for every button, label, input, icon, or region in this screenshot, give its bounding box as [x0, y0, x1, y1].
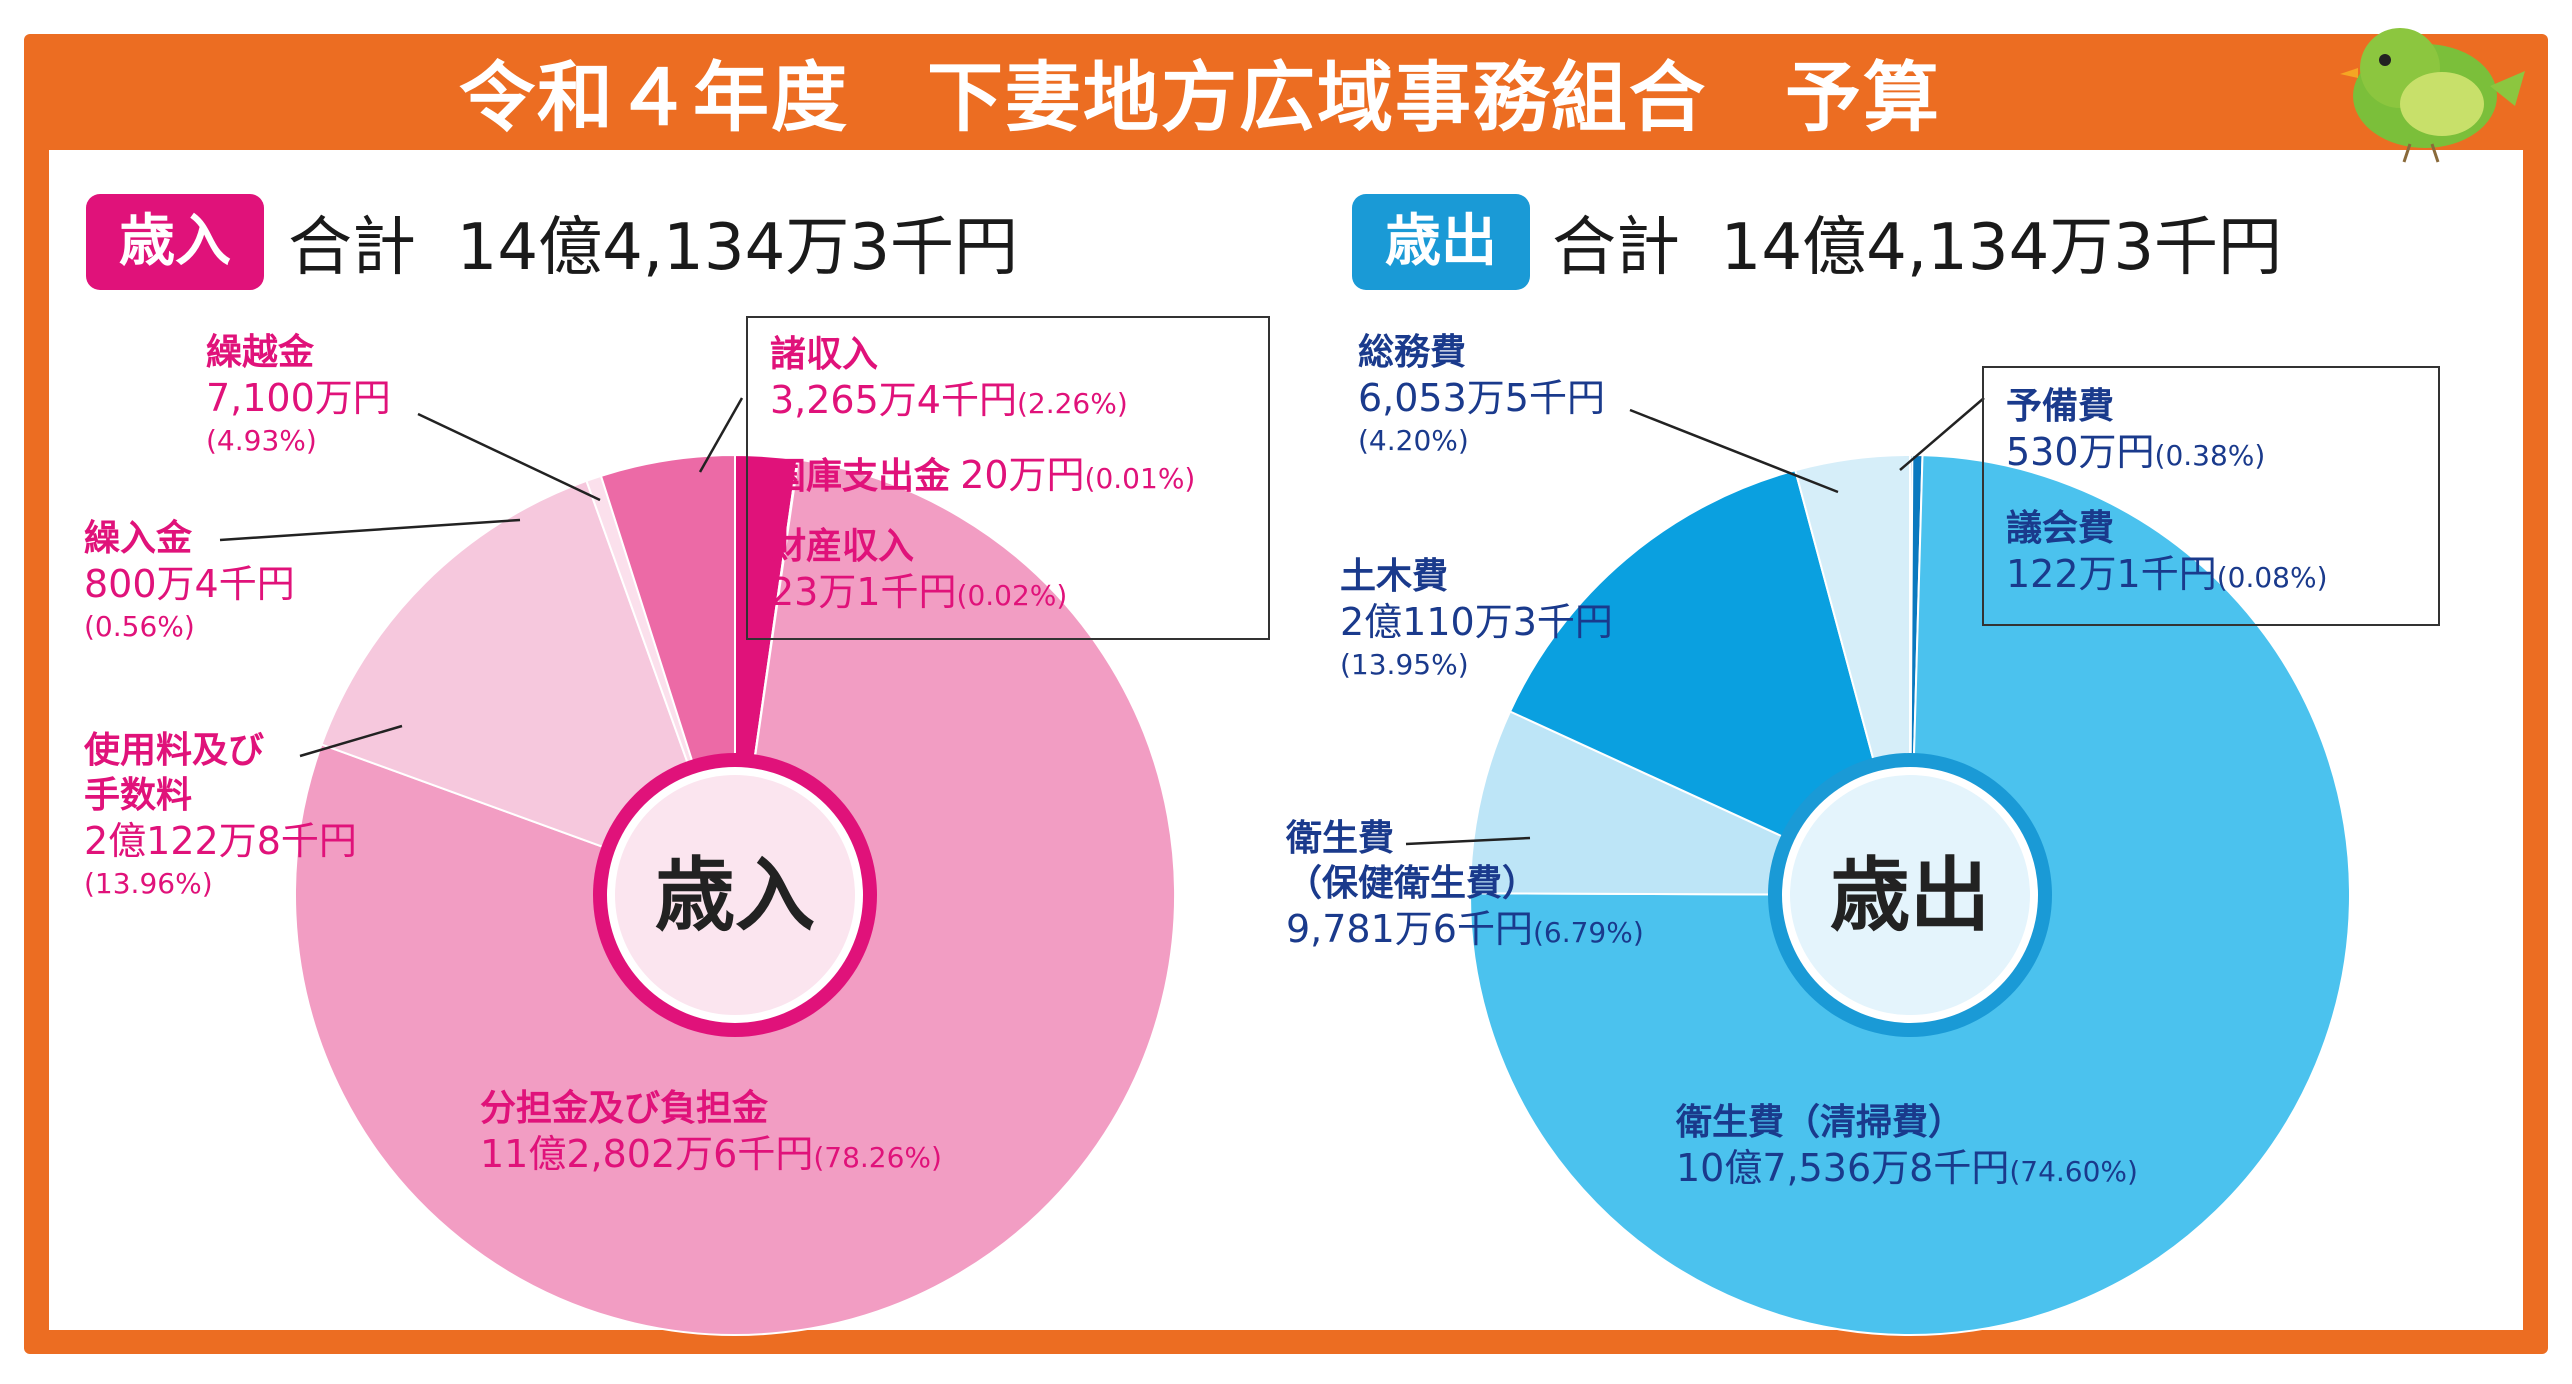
- label-doboku: 土木費 2億110万3千円 (13.95%): [1340, 556, 1613, 681]
- revenue-total: 合計 14億4,134万3千円: [288, 211, 1019, 285]
- label-kurinyu: 繰入金 800万4千円 (0.56%): [84, 518, 295, 643]
- expense-slice-4: [1508, 469, 1912, 897]
- label-yobi: 予備費 530万円(0.38%): [2006, 386, 2266, 474]
- leader-hoken: [1405, 836, 1531, 846]
- expense-tag: 歳出: [1352, 194, 1530, 290]
- leader-shoshunyu: [698, 397, 744, 473]
- revenue-center-label: 歳入: [655, 849, 815, 942]
- leader-somu: [1629, 408, 1839, 494]
- revenue-slice-4: [320, 479, 737, 897]
- revenue-minor-box: [746, 316, 1270, 640]
- label-zaisan: 財産収入 23万1千円(0.02%): [770, 526, 1068, 614]
- center-circles: [593, 753, 2052, 1037]
- leader-kurikoshi: [417, 412, 601, 502]
- label-buntan: 分担金及び負担金 11億2,802万6千円(78.26%): [480, 1088, 942, 1176]
- expense-total: 合計 14億4,134万3千円: [1552, 211, 2283, 285]
- label-hoken: 衛生費 （保健衛生費） 9,781万6千円(6.79%): [1286, 818, 1644, 951]
- bird-icon: [2340, 28, 2525, 163]
- leader-lines: [219, 397, 1985, 846]
- leader-yobi: [1899, 397, 1985, 471]
- label-gikai: 議会費 122万1千円(0.08%): [2006, 508, 2328, 596]
- label-kurikoshi: 繰越金 7,100万円 (4.93%): [206, 332, 391, 457]
- expense-minor-box: [1982, 366, 2440, 626]
- expense-center-label: 歳出: [1830, 849, 1990, 942]
- label-shoshunyu: 諸収入 3,265万4千円(2.26%): [770, 334, 1128, 422]
- label-kokko: 国庫支出金 20万円(0.01%): [770, 453, 1196, 497]
- page-title: 令和４年度 下妻地方広域事務組合 予算: [459, 53, 1941, 142]
- label-somu: 総務費 6,053万5千円 (4.20%): [1358, 332, 1605, 457]
- leader-shiyoryo: [299, 724, 403, 758]
- label-seiso: 衛生費（清掃費） 10億7,536万8千円(74.60%): [1676, 1102, 2138, 1190]
- revenue-tag: 歳入: [86, 194, 264, 290]
- label-shiyoryo: 使用料及び 手数料 2億122万8千円 (13.96%): [84, 730, 357, 900]
- leader-kurinyu: [219, 518, 521, 542]
